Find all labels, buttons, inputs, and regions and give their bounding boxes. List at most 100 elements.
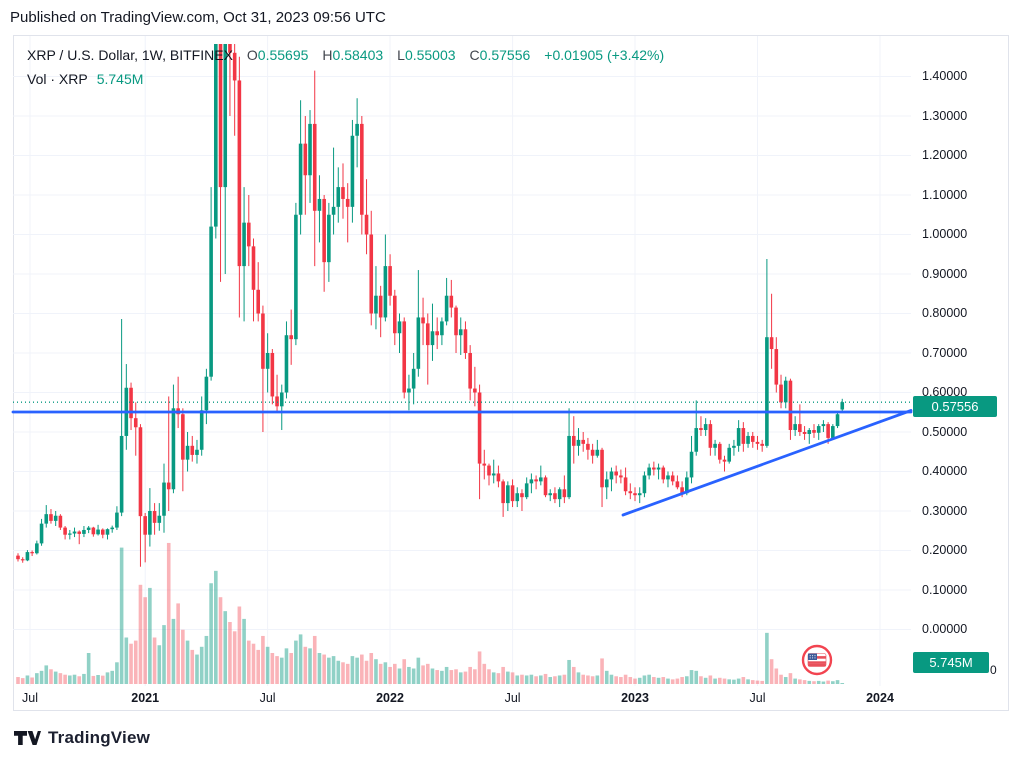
- volume-bar: [265, 646, 270, 684]
- candle-body: [25, 552, 30, 561]
- volume-bar: [435, 670, 439, 684]
- candle-body: [802, 432, 807, 434]
- volume-bar: [393, 663, 397, 684]
- candle-body: [501, 481, 505, 504]
- volume-bar: [166, 542, 171, 684]
- volume-bar: [463, 671, 468, 684]
- volume-bar: [576, 672, 581, 684]
- volume-bar: [388, 666, 392, 684]
- volume-bar: [374, 659, 378, 684]
- volume-bar: [600, 658, 604, 684]
- volume-bar: [30, 677, 34, 684]
- price-axis-label: 0.30000: [922, 503, 968, 518]
- volume-bar: [590, 676, 595, 684]
- volume-bar: [798, 679, 802, 684]
- volume-bar: [685, 676, 689, 684]
- candle-body: [746, 435, 750, 444]
- candle-body: [251, 246, 256, 290]
- ascending-support-trendline[interactable]: [621, 409, 913, 517]
- volume-bar: [82, 673, 86, 684]
- symbol-title[interactable]: XRP / U.S. Dollar, 1W, BITFINEX: [27, 47, 233, 63]
- volume-bar: [58, 673, 63, 684]
- candle-body: [534, 479, 538, 482]
- volume-bar: [204, 635, 209, 684]
- price-axis-label: 0.70000: [922, 345, 968, 360]
- volume-bar: [750, 680, 755, 684]
- last-price-tag: 0.57556: [913, 396, 997, 417]
- volume-bar: [25, 675, 30, 684]
- volume-bar: [529, 674, 534, 684]
- candle-body: [199, 410, 204, 450]
- candle-body: [840, 402, 845, 410]
- volume-bar: [209, 583, 213, 684]
- candle-body: [816, 426, 821, 433]
- volume-bar: [619, 677, 623, 684]
- volume-bar: [468, 666, 472, 684]
- candle-body: [218, 44, 223, 188]
- us-flag-event-marker-icon[interactable]: [801, 644, 833, 676]
- volume-bar: [506, 671, 510, 684]
- time-axis-label: Jul: [749, 691, 766, 705]
- volume-bar: [91, 675, 96, 684]
- tradingview-attribution[interactable]: TradingView: [14, 728, 150, 748]
- candle-body: [270, 353, 275, 397]
- candle-body: [831, 426, 835, 438]
- volume-bar: [228, 622, 232, 684]
- volume-bar: [96, 675, 100, 684]
- volume-bar: [317, 653, 322, 684]
- volume-bar: [491, 672, 496, 684]
- candle-body: [350, 135, 355, 207]
- candle-body: [454, 307, 458, 336]
- candle-body: [539, 477, 543, 482]
- candle-body: [421, 317, 425, 324]
- candle-body: [322, 198, 326, 263]
- volume-bar: [713, 678, 717, 684]
- volume-bar: [190, 649, 195, 684]
- volume-bar: [567, 659, 571, 684]
- candle-body: [20, 559, 25, 561]
- volume-bar: [534, 676, 538, 684]
- volume-bar: [482, 663, 487, 684]
- candle-body: [246, 222, 251, 247]
- candle-body: [369, 234, 374, 314]
- time-axis-label: Jul: [22, 691, 38, 705]
- volume-bar: [623, 674, 628, 684]
- volume-bar: [275, 656, 279, 684]
- candle-body: [623, 477, 628, 492]
- volume-bar: [261, 635, 265, 684]
- volume-bar: [722, 678, 727, 684]
- candle-body: [788, 380, 793, 431]
- volume-value: 5.745M: [96, 71, 144, 87]
- volume-bar: [458, 672, 463, 684]
- candle-body: [44, 514, 49, 524]
- candle-body: [449, 295, 454, 308]
- volume-bar: [694, 670, 699, 684]
- candle-body: [190, 445, 195, 455]
- volume-bar: [148, 587, 152, 684]
- candle-body: [680, 487, 684, 494]
- volume-bar: [308, 648, 312, 684]
- volume-bar: [835, 680, 840, 684]
- candle-body: [491, 473, 496, 476]
- candle-body: [242, 222, 246, 267]
- volume-bar: [35, 673, 39, 684]
- legend-volume-row[interactable]: Vol · XRP 5.745M: [27, 71, 664, 87]
- volume-bar: [251, 643, 256, 684]
- candle-body: [586, 443, 590, 450]
- candle-body: [425, 323, 430, 346]
- candle-body: [496, 473, 501, 482]
- volume-bar: [765, 632, 769, 684]
- volume-bar: [369, 653, 374, 684]
- candle-body: [633, 493, 637, 496]
- volume-bar: [840, 683, 845, 684]
- candle-body: [294, 214, 298, 340]
- candle-body: [736, 428, 741, 446]
- price-axis-label: 1.10000: [922, 187, 968, 202]
- volume-bar: [637, 677, 642, 684]
- candle-body: [265, 353, 270, 369]
- candle-body: [138, 427, 143, 517]
- candle-body: [553, 493, 557, 500]
- volume-bar: [477, 651, 482, 684]
- legend-symbol-row[interactable]: XRP / U.S. Dollar, 1W, BITFINEX O0.55695…: [27, 47, 664, 63]
